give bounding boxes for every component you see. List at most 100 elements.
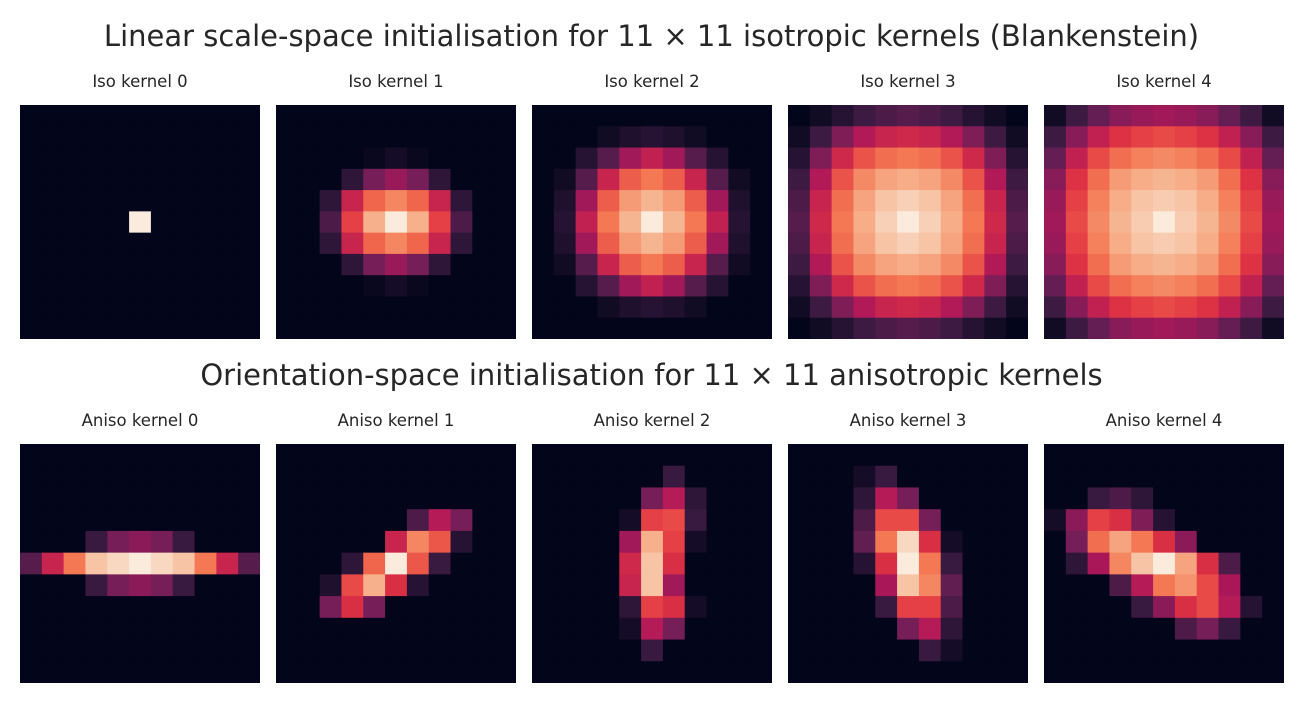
aniso-kernel-3-cell-r3-c2 <box>831 509 855 532</box>
iso-kernel-2-cell-r3-c2 <box>575 168 599 191</box>
iso-kernel-0-cell-r0-c2 <box>63 105 87 127</box>
iso-kernel-4-cell-r3-c2 <box>1087 168 1111 191</box>
iso-kernel-3-cell-r8-c5 <box>897 275 920 298</box>
aniso-kernel-4-cell-r0-c9 <box>1240 444 1263 467</box>
aniso-kernel-4-cell-r8-c9 <box>1240 617 1263 641</box>
iso-kernel-3-cell-r6-c2 <box>831 232 855 255</box>
iso-kernel-1-cell-r2-c3 <box>341 147 364 170</box>
aniso-kernel-0-cell-r3-c9 <box>216 509 239 532</box>
iso-kernel-0-cell-r8-c5 <box>129 275 152 298</box>
aniso-kernel-3-cell-r0-c9 <box>984 444 1007 467</box>
aniso-kernel-0-cell-r5-c5 <box>129 552 152 575</box>
aniso-kernel-0-cell-r0-c10 <box>238 444 260 467</box>
aniso-kernel-1-cell-r8-c6 <box>406 617 430 641</box>
iso-kernel-2-cell-r0-c1 <box>553 105 577 127</box>
aniso-kernel-3-cell-r5-c10 <box>1006 552 1028 575</box>
aniso-kernel-3-cell-r6-c9 <box>984 574 1007 597</box>
iso-kernel-4-cell-r9-c8 <box>1218 296 1241 319</box>
aniso-kernel-1-cell-r5-c7 <box>428 552 452 575</box>
aniso-kernel-2-cell-r2-c8 <box>706 487 729 510</box>
iso-kernel-4-cell-r5-c7 <box>1196 211 1220 234</box>
aniso-kernel-1-cell-r1-c6 <box>406 465 430 489</box>
aniso-kernel-0-cell-r2-c10 <box>238 487 260 510</box>
aniso-kernel-2-cell-r4-c5 <box>641 530 664 554</box>
iso-kernel-0-cell-r9-c1 <box>41 296 65 319</box>
iso-kernel-4-cell-r3-c0 <box>1044 168 1067 191</box>
aniso-kernel-4-cell-r8-c1 <box>1065 617 1089 641</box>
aniso-kernel-1-cell-r10-c5 <box>385 661 408 683</box>
iso-kernel-4-cell-r4-c1 <box>1065 190 1089 212</box>
aniso-kernel-1-cell-r0-c0 <box>276 444 299 467</box>
iso-kernel-1-cell-r5-c0 <box>276 211 299 234</box>
iso-kernel-4-cell-r1-c6 <box>1174 126 1198 149</box>
aniso-kernel-3-cell-r1-c4 <box>875 465 898 489</box>
aniso-kernel-0-cell-r6-c1 <box>41 574 65 597</box>
aniso-kernel-0-cell-r5-c0 <box>20 552 43 575</box>
iso-kernel-1-cell-r2-c5 <box>385 147 408 170</box>
iso-kernel-0-cell-r5-c3 <box>85 211 108 234</box>
iso-kernel-2-cell-r9-c2 <box>575 296 599 319</box>
aniso-kernel-3-cell-r6-c2 <box>831 574 855 597</box>
iso-kernel-2-cell-r2-c10 <box>750 147 772 170</box>
iso-kernel-1-cell-r10-c9 <box>472 317 495 339</box>
iso-kernel-1-cell-r4-c8 <box>450 190 473 212</box>
aniso-kernel-1-cell-r1-c0 <box>276 465 299 489</box>
iso-kernel-4-cell-r2-c3 <box>1109 147 1132 170</box>
aniso-kernel-3-cell-r3-c1 <box>809 509 833 532</box>
aniso-kernel-3-cell-r4-c1 <box>809 530 833 554</box>
iso-kernel-2-cell-r0-c9 <box>728 105 751 127</box>
aniso-kernel-0-cell-r6-c5 <box>129 574 152 597</box>
iso-kernel-0-cell-r4-c6 <box>150 190 174 212</box>
aniso-kernel-1-cell-r3-c4 <box>363 509 386 532</box>
iso-kernel-0-cell-r0-c3 <box>85 105 108 127</box>
iso-kernel-2-cell-r7-c1 <box>553 253 577 276</box>
aniso-kernel-4-cell-r8-c7 <box>1196 617 1220 641</box>
iso-kernel-1-cell-r6-c1 <box>297 232 321 255</box>
iso-kernel-2-cell-r1-c8 <box>706 126 729 149</box>
aniso-kernel-4-cell-r0-c4 <box>1131 444 1154 467</box>
aniso-kernel-0-cell-r3-c5 <box>129 509 152 532</box>
aniso-kernel-0-cell-r6-c4 <box>107 574 130 597</box>
aniso-kernel-4-cell-r0-c8 <box>1218 444 1241 467</box>
aniso-kernel-1-cell-r7-c1 <box>297 596 321 619</box>
aniso-kernel-2-cell-r3-c2 <box>575 509 599 532</box>
aniso-kernel-4-cell-r6-c7 <box>1196 574 1220 597</box>
iso-kernel-1-cell-r6-c7 <box>428 232 452 255</box>
aniso-kernel-2-cell-r1-c1 <box>553 465 577 489</box>
aniso-kernel-0-cell-r7-c10 <box>238 596 260 619</box>
iso-kernel-1-cell-r3-c1 <box>297 168 321 191</box>
aniso-kernel-1-cell-r0-c2 <box>319 444 343 467</box>
iso-kernel-1-cell-r4-c9 <box>472 190 495 212</box>
iso-kernel-1-cell-r9-c2 <box>319 296 343 319</box>
iso-kernel-0-cell-r5-c8 <box>194 211 217 234</box>
iso-kernel-2-heatmap <box>532 105 772 339</box>
aniso-kernel-2-cell-r9-c4 <box>619 639 642 662</box>
aniso-kernel-3-cell-r5-c1 <box>809 552 833 575</box>
iso-kernel-4-cell-r2-c8 <box>1218 147 1241 170</box>
iso-kernel-2-cell-r7-c4 <box>619 253 642 276</box>
iso-kernel-2-cell-r5-c7 <box>684 211 708 234</box>
iso-kernel-2-cell-r6-c8 <box>706 232 729 255</box>
iso-kernel-3-cell-r6-c8 <box>962 232 985 255</box>
iso-kernel-0-cell-r2-c0 <box>20 147 43 170</box>
aniso-kernel-1-cell-r9-c5 <box>385 639 408 662</box>
iso-kernel-2-cell-r6-c2 <box>575 232 599 255</box>
iso-kernel-0-cell-r2-c7 <box>172 147 196 170</box>
aniso-kernel-2-cell-r4-c3 <box>597 530 620 554</box>
iso-kernel-4-cell-r0-c8 <box>1218 105 1241 127</box>
iso-kernel-2-cell-r9-c7 <box>684 296 708 319</box>
iso-kernel-1-cell-r8-c0 <box>276 275 299 298</box>
aniso-kernel-4-cell-r9-c1 <box>1065 639 1089 662</box>
iso-kernel-3-cell-r0-c0 <box>788 105 811 127</box>
aniso-kernel-4-cell-r3-c8 <box>1218 509 1241 532</box>
aniso-kernel-2-cell-r3-c6 <box>662 509 686 532</box>
iso-kernel-4-cell-r4-c9 <box>1240 190 1263 212</box>
iso-kernel-4-cell-r2-c9 <box>1240 147 1263 170</box>
aniso-kernel-3-cell-r10-c1 <box>809 661 833 683</box>
aniso-kernel-0-cell-r4-c9 <box>216 530 239 554</box>
aniso-kernel-3-cell-r5-c9 <box>984 552 1007 575</box>
iso-kernel-1-cell-r10-c8 <box>450 317 473 339</box>
iso-kernel-2-cell-r1-c1 <box>553 126 577 149</box>
iso-kernel-2-cell-r6-c1 <box>553 232 577 255</box>
iso-kernel-1-cell-r1-c4 <box>363 126 386 149</box>
